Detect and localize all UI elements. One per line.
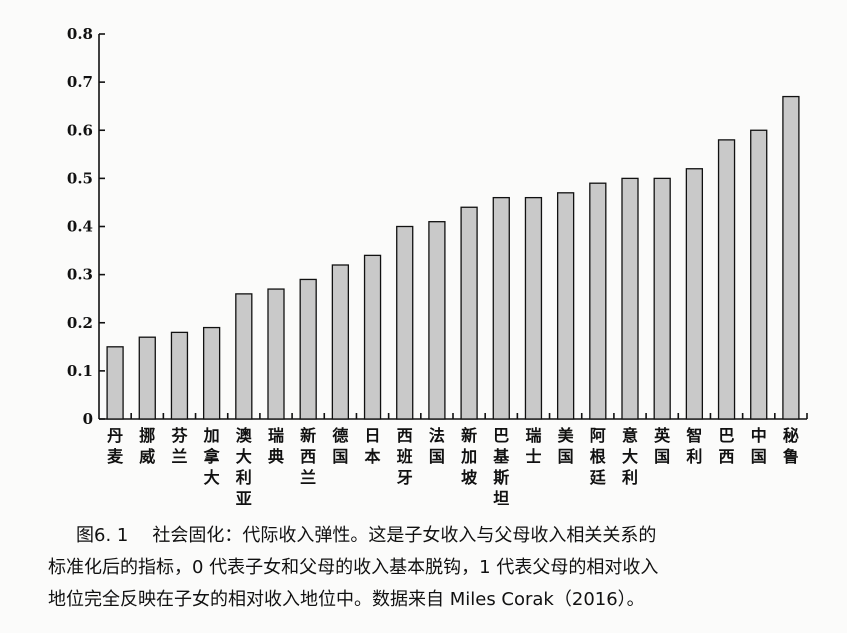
caption-line-1: 图6. 1 社会固化：代际收入弹性。这是子女收入与父母收入相关关系的 <box>48 520 838 552</box>
bar <box>363 254 382 420</box>
category-label: 中国 <box>751 426 767 466</box>
y-tick-label: 0.6 <box>67 121 93 139</box>
category-label: 丹麦 <box>107 426 124 466</box>
bar <box>331 264 350 420</box>
bar <box>138 336 156 420</box>
y-tick-label: 0.7 <box>67 73 93 91</box>
category-label: 意大利 <box>622 426 638 487</box>
bar <box>106 346 124 420</box>
bar <box>202 326 221 420</box>
caption-line-2: 标准化后的指标，0 代表子女和父母的收入基本脱钩，1 代表父母的相对收入 <box>48 557 659 578</box>
bar <box>653 177 671 420</box>
category-label: 英国 <box>653 426 671 466</box>
category-label: 德国 <box>332 426 348 466</box>
y-tick-label: 0.1 <box>67 362 93 380</box>
y-tick-label: 0.8 <box>67 25 93 43</box>
category-label: 澳大利亚 <box>236 426 253 505</box>
bar <box>524 196 543 420</box>
y-tick-label: 0 <box>83 410 93 428</box>
category-label: 秘鲁 <box>782 426 799 466</box>
category-label: 西班牙 <box>397 426 413 487</box>
category-label: 巴基斯坦 <box>492 426 510 505</box>
caption-text-1: 社会固化：代际收入弹性。这是子女收入与父母收入相关关系的 <box>152 525 657 546</box>
bar <box>621 177 639 420</box>
category-label: 加拿大 <box>203 426 221 487</box>
category-label: 芬兰 <box>170 426 188 466</box>
category-label: 瑞典 <box>268 426 284 466</box>
category-label: 瑞士 <box>525 426 541 466</box>
y-tick-label: 0.4 <box>67 218 93 236</box>
category-label: 阿根廷 <box>589 426 607 487</box>
bar <box>235 293 253 420</box>
category-label: 法国 <box>429 426 445 466</box>
y-tick-label: 0.3 <box>67 266 93 284</box>
bar <box>170 331 189 420</box>
bar <box>267 288 285 420</box>
bar <box>396 225 414 420</box>
bar <box>685 168 704 420</box>
category-label: 美国 <box>558 426 575 466</box>
bar <box>299 278 317 420</box>
bar <box>492 196 510 420</box>
bar <box>556 192 575 420</box>
bar-chart: 0 0.1 0.2 0.3 0.4 0.5 0.6 0.7 0.8 丹麦挪威芬兰加拿大澳大利亚瑞典… <box>67 25 808 505</box>
figure-number: 图6. 1 <box>76 525 129 546</box>
category-label: 日本 <box>365 426 381 466</box>
category-label: 新加坡 <box>460 426 478 487</box>
category-label: 智利 <box>686 426 702 466</box>
bar <box>717 139 736 420</box>
y-tick-label: 0.2 <box>67 314 93 332</box>
y-tick-label: 0.5 <box>67 169 93 187</box>
bar <box>460 206 478 420</box>
bar <box>428 221 446 420</box>
chart-area: 0 0.1 0.2 0.3 0.4 0.5 0.6 0.7 0.8 丹麦 挪威 芬兰 加拿大 澳大利亚 瑞典… <box>67 25 808 505</box>
bar <box>782 95 800 420</box>
category-label: 巴西 <box>719 426 735 466</box>
category-label: 新西兰 <box>300 426 316 487</box>
caption-line-3: 地位完全反映在子女的相对收入地位中。数据来自 Miles Corak（2016）… <box>48 589 645 610</box>
figure-caption: 图6. 1 社会固化：代际收入弹性。这是子女收入与父母收入相关关系的 标准化后的指… <box>48 520 838 616</box>
bar <box>750 129 768 420</box>
bar <box>589 182 607 420</box>
category-label: 挪威 <box>139 426 155 466</box>
